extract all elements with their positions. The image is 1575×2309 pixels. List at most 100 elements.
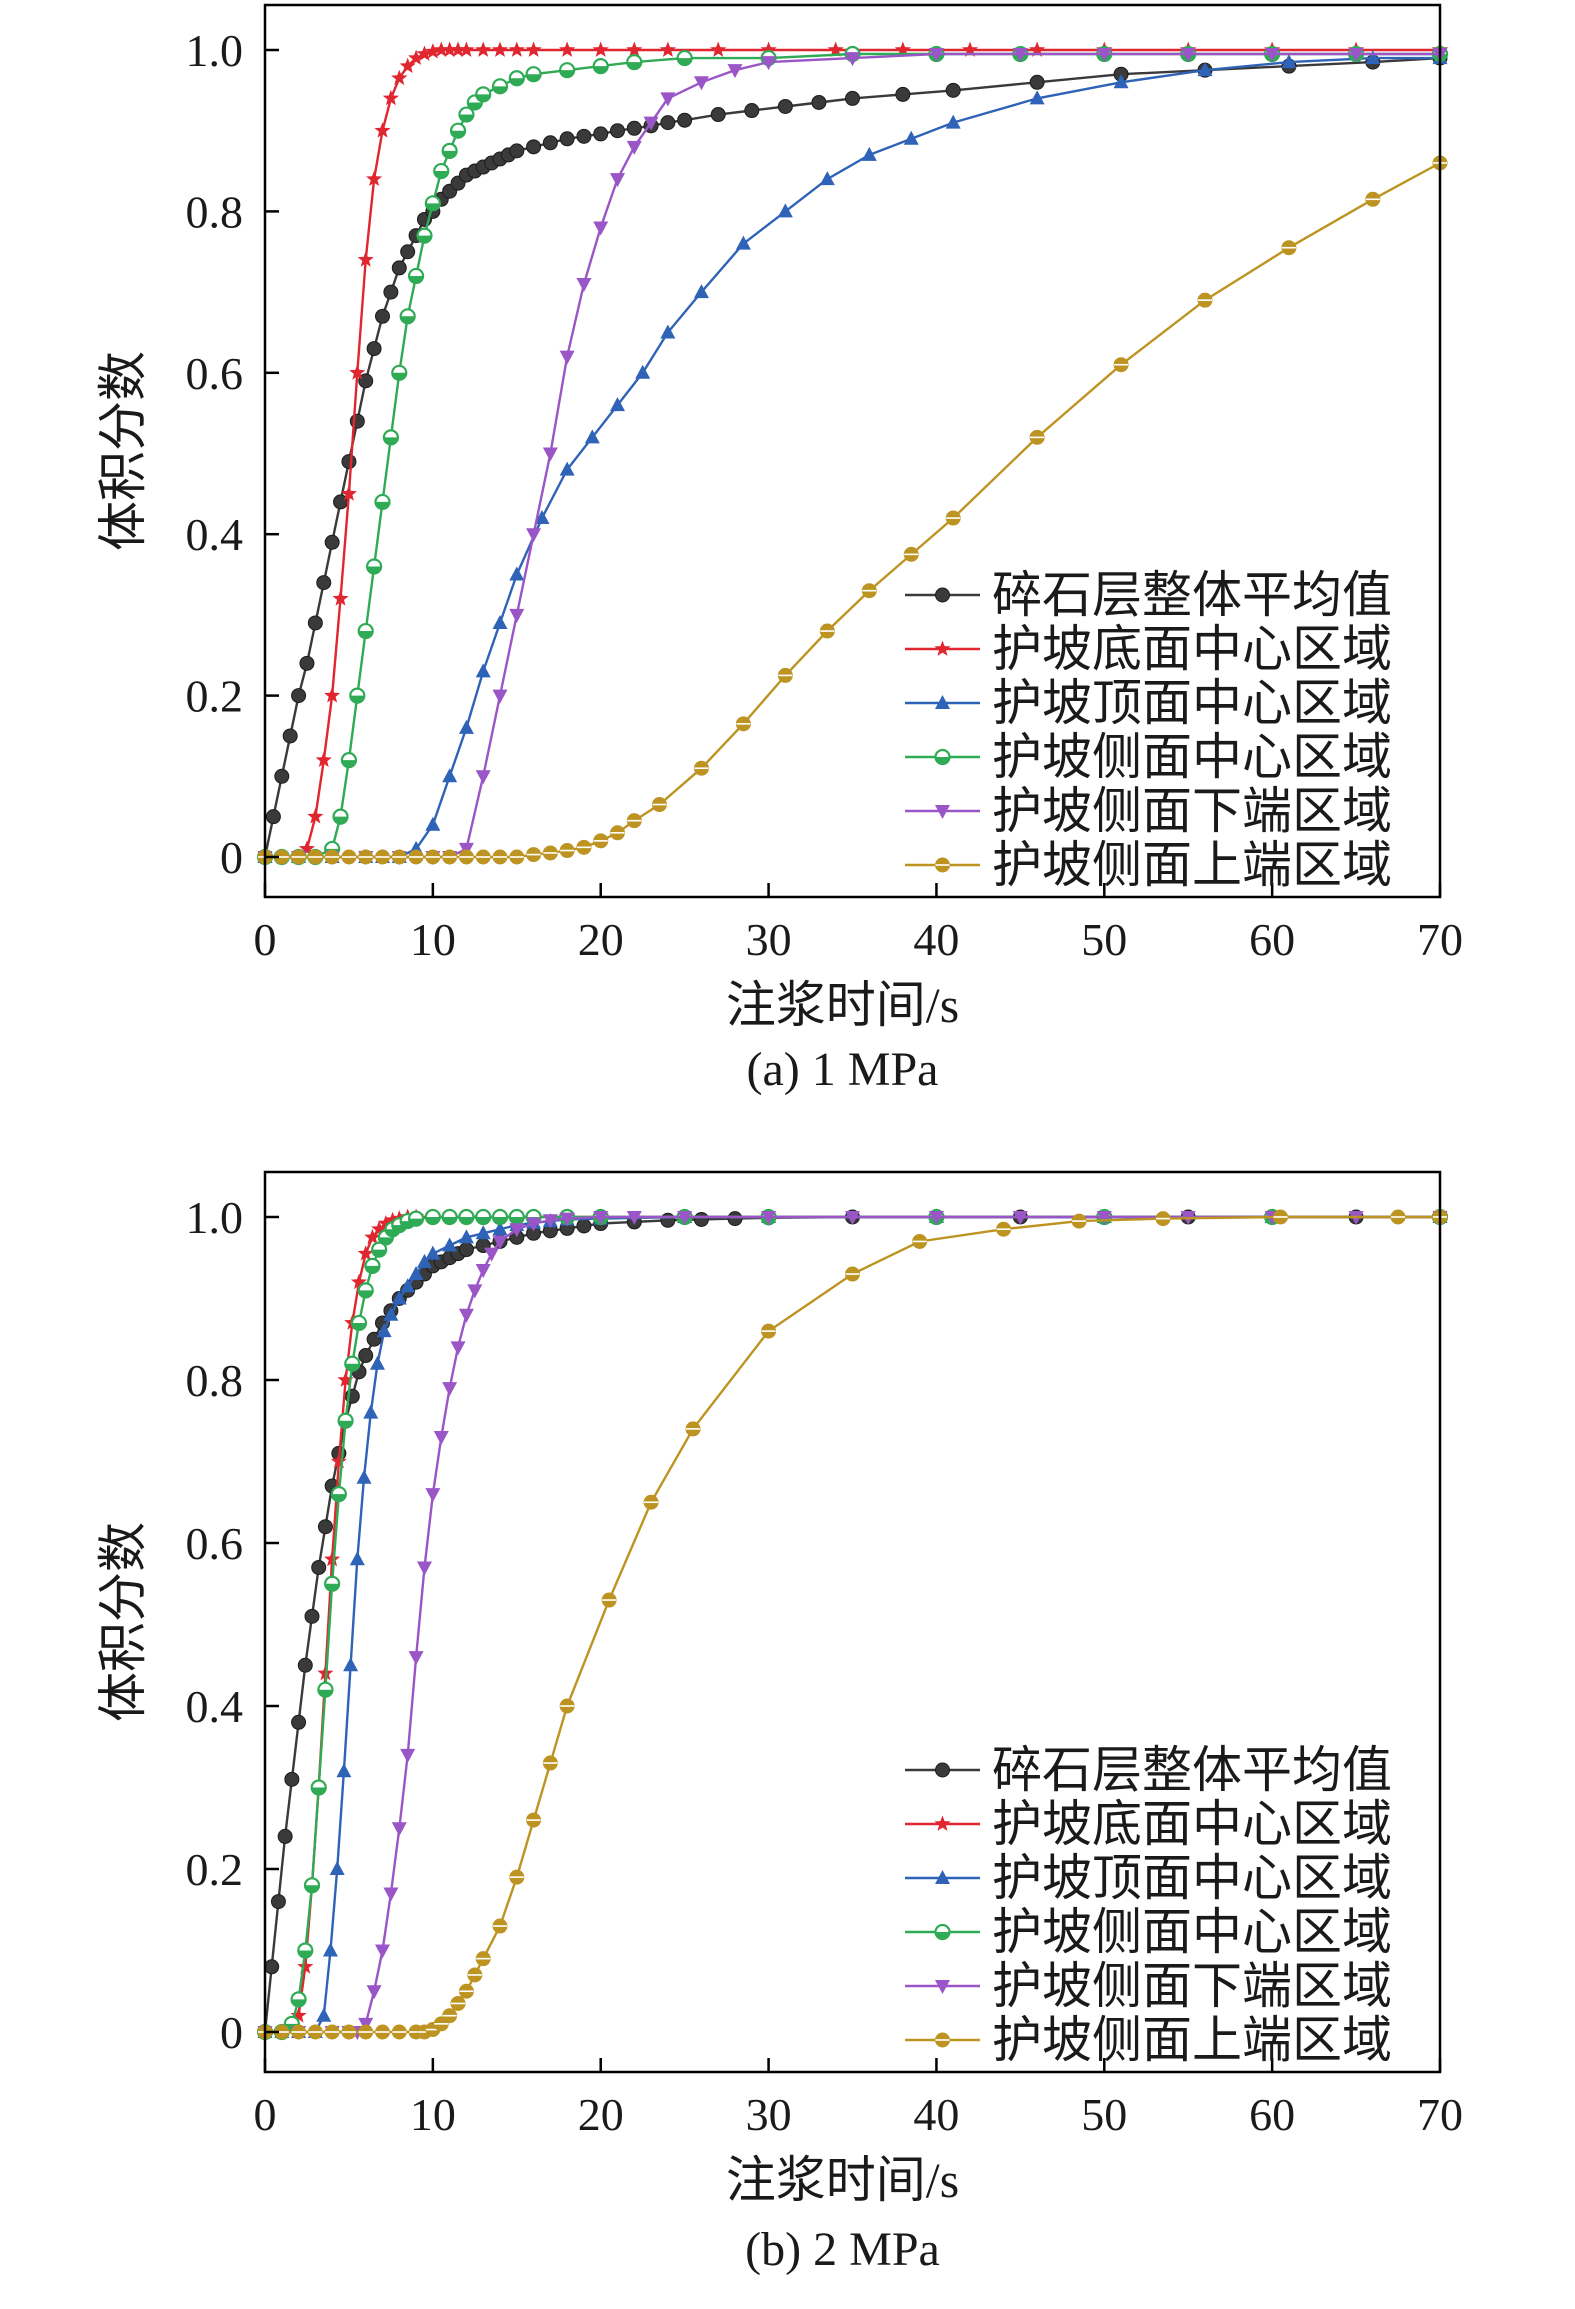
data-point bbox=[384, 1211, 401, 1228]
data-point bbox=[391, 260, 407, 276]
data-point bbox=[433, 1431, 449, 1446]
data-point bbox=[1180, 48, 1196, 63]
data-point bbox=[491, 78, 509, 95]
data-point bbox=[377, 1215, 394, 1231]
data-point bbox=[349, 1551, 365, 1566]
data-point bbox=[332, 590, 349, 606]
data-point bbox=[492, 1918, 508, 1934]
legend-marker bbox=[935, 695, 950, 709]
data-point bbox=[693, 284, 709, 299]
data-point bbox=[425, 849, 441, 865]
data-point bbox=[408, 1266, 424, 1281]
data-point bbox=[374, 122, 391, 138]
legend-marker bbox=[934, 748, 951, 766]
data-point bbox=[727, 1211, 743, 1227]
legend-marker bbox=[934, 640, 951, 656]
data-point bbox=[1029, 41, 1046, 57]
x-tick-label: 30 bbox=[746, 914, 792, 965]
data-point bbox=[559, 1698, 575, 1714]
x-axis-label: 注浆时间/s bbox=[726, 2152, 959, 2208]
data-point bbox=[777, 203, 793, 218]
data-point bbox=[912, 1233, 928, 1249]
data-point bbox=[626, 140, 642, 155]
data-point bbox=[576, 278, 592, 293]
legend-label: 护坡侧面中心区域 bbox=[992, 729, 1392, 785]
data-point bbox=[542, 845, 558, 861]
data-point bbox=[593, 833, 609, 849]
data-point bbox=[349, 364, 366, 380]
data-point bbox=[542, 1755, 558, 1771]
data-point bbox=[945, 510, 961, 526]
data-point bbox=[303, 1877, 321, 1894]
data-point bbox=[693, 1211, 709, 1227]
legend-marker bbox=[935, 1980, 950, 1994]
data-point bbox=[391, 1290, 407, 1305]
data-point bbox=[416, 45, 433, 61]
data-point bbox=[337, 1412, 354, 1429]
data-point bbox=[576, 1218, 592, 1234]
y-tick-label: 0 bbox=[220, 832, 243, 883]
data-point bbox=[660, 324, 676, 339]
data-point bbox=[610, 123, 625, 139]
data-point bbox=[408, 49, 425, 65]
data-point bbox=[364, 1257, 381, 1275]
data-point bbox=[559, 843, 575, 859]
data-point bbox=[710, 41, 727, 57]
y-tick-label: 0.4 bbox=[186, 1681, 244, 1732]
data-point bbox=[358, 373, 374, 389]
data-point bbox=[383, 284, 399, 300]
data-point bbox=[324, 1575, 341, 1592]
data-point bbox=[277, 1828, 293, 1844]
data-point bbox=[643, 1494, 659, 1510]
data-point bbox=[626, 54, 643, 71]
data-point bbox=[626, 41, 643, 57]
data-point bbox=[400, 1748, 416, 1763]
data-point bbox=[350, 1314, 368, 1332]
data-point bbox=[1264, 48, 1280, 63]
data-point bbox=[526, 1217, 542, 1232]
legend-label: 碎石层整体平均值 bbox=[992, 1742, 1392, 1798]
legend-item: 护坡顶面中心区域 bbox=[905, 675, 1392, 731]
data-point bbox=[363, 1404, 379, 1419]
data-point bbox=[324, 1550, 341, 1567]
legend-item: 护坡底面中心区域 bbox=[905, 621, 1392, 677]
data-point bbox=[677, 1211, 693, 1225]
data-point bbox=[508, 41, 525, 57]
data-point bbox=[458, 719, 474, 734]
data-point bbox=[777, 667, 793, 683]
data-point bbox=[357, 622, 374, 640]
data-point bbox=[677, 112, 693, 128]
legend-label: 护坡底面中心区域 bbox=[992, 1796, 1392, 1852]
data-point bbox=[777, 98, 793, 114]
legend-item: 护坡顶面中心区域 bbox=[905, 1850, 1392, 1906]
y-axis-label: 体积分数 bbox=[95, 351, 151, 551]
y-tick-label: 0.4 bbox=[186, 509, 244, 560]
data-point bbox=[366, 170, 383, 186]
data-point bbox=[265, 809, 281, 825]
data-point bbox=[491, 41, 509, 57]
legend-item: 碎石层整体平均值 bbox=[905, 1742, 1392, 1798]
data-point bbox=[307, 849, 323, 865]
data-point bbox=[316, 575, 332, 591]
data-point bbox=[284, 1771, 300, 1787]
data-point bbox=[274, 768, 290, 784]
data-point bbox=[458, 849, 474, 865]
legend-item: 护坡侧面上端区域 bbox=[905, 837, 1392, 893]
data-point bbox=[374, 493, 391, 511]
data-point bbox=[304, 1608, 320, 1624]
data-point bbox=[593, 1211, 609, 1225]
data-point bbox=[357, 1282, 374, 1299]
data-point bbox=[458, 1983, 474, 1999]
panel-a: 0 10 20 30 40 50 60 70 0 0.2 0.4 0.6 0.8 1.0 注浆时间/s 体积分… bbox=[95, 3, 1463, 1096]
data-point bbox=[433, 162, 450, 180]
panel-caption: (a) 1 MPa bbox=[747, 1043, 939, 1096]
data-point bbox=[1096, 48, 1112, 63]
data-point bbox=[408, 849, 424, 865]
data-point bbox=[845, 52, 860, 67]
data-point bbox=[400, 1278, 416, 1293]
data-point bbox=[610, 825, 625, 841]
legend-item: 护坡侧面下端区域 bbox=[905, 783, 1392, 839]
data-point bbox=[626, 120, 642, 136]
data-point bbox=[299, 655, 315, 671]
data-point bbox=[358, 1348, 374, 1364]
